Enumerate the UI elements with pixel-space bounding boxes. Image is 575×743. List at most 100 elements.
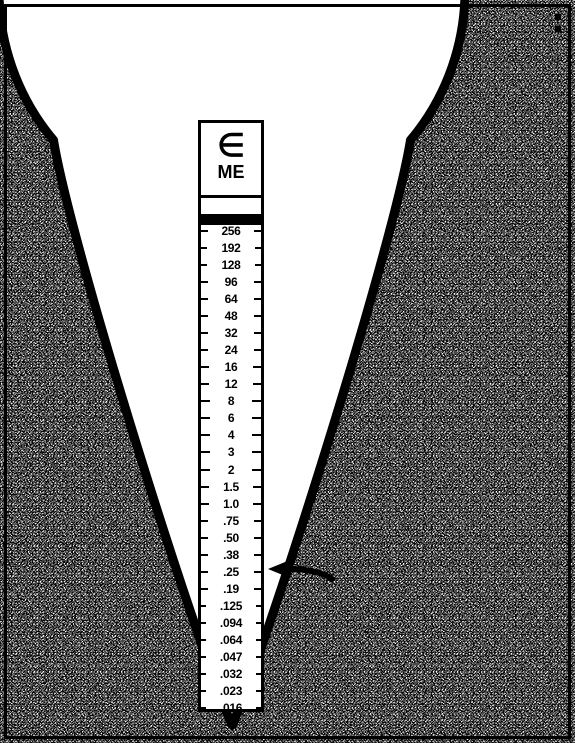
scale-dash-right (254, 349, 261, 351)
scale-dash-right (256, 707, 261, 709)
scale-dash-left (201, 656, 206, 658)
header-band (201, 195, 261, 217)
scale-dash-left (201, 230, 208, 232)
scale-dash-left (201, 349, 208, 351)
scale-dash-left (201, 537, 208, 539)
scale-dash-left (201, 690, 206, 692)
scale-row: .032 (201, 666, 261, 682)
scale-value: .75 (223, 514, 239, 528)
scale-dash-right (255, 247, 261, 249)
scale-row: 8 (201, 393, 261, 409)
scale-value: .094 (220, 616, 242, 630)
scale-dash-right (252, 469, 261, 471)
scale-dash-right (254, 588, 261, 590)
scale-value: 8 (228, 394, 234, 408)
scale-row: 32 (201, 325, 261, 341)
scale-value: .032 (220, 667, 242, 681)
scale-row: 4 (201, 427, 261, 443)
scale-row: 16 (201, 359, 261, 375)
scale-row: 64 (201, 291, 261, 307)
scale-value: .125 (220, 599, 242, 613)
scale-dash-right (256, 622, 261, 624)
scale-value: .047 (220, 650, 242, 664)
scale-dash-right (253, 383, 261, 385)
scale-value: 12 (225, 377, 238, 391)
inhibition-zone-bulb (0, 0, 575, 743)
scale-dash-left (201, 332, 208, 334)
scale-row: 96 (201, 274, 261, 290)
scale-value: 1.5 (223, 480, 239, 494)
scale-value: 64 (225, 292, 238, 306)
scan-corner-marks (551, 14, 565, 36)
scale-dash-right (256, 605, 261, 607)
scale-row: 1.0 (201, 496, 261, 512)
scale-dash-left (201, 434, 210, 436)
scale-value: 24 (225, 343, 238, 357)
scale-value: 192 (221, 241, 240, 255)
scale-dash-right (254, 571, 261, 573)
scale-dash-right (252, 434, 261, 436)
scale-row: 2 (201, 462, 261, 478)
scale-row: .75 (201, 513, 261, 529)
scale-dash-right (254, 554, 261, 556)
scale-value: .016 (220, 701, 242, 715)
scale-dash-left (201, 673, 206, 675)
scale-dash-left (201, 639, 206, 641)
scale-row: 1.5 (201, 479, 261, 495)
scale-value: .19 (223, 582, 239, 596)
scale-row: 256 (201, 223, 261, 239)
scale-value: .25 (223, 565, 239, 579)
scale-dash-left (201, 315, 208, 317)
scale-dash-right (253, 503, 261, 505)
scale-value: 1.0 (223, 497, 239, 511)
scale-dash-left (201, 451, 210, 453)
etest-scale-box: ∈ ME 25619212896644832241612864321.51.0.… (198, 120, 264, 712)
scale-row: .19 (201, 581, 261, 597)
scale-row: .50 (201, 530, 261, 546)
scale-dash-left (201, 622, 206, 624)
scale-row: .047 (201, 649, 261, 665)
scale-row: .016 (201, 700, 261, 716)
scale-dash-right (254, 315, 261, 317)
scale-dash-right (254, 281, 261, 283)
scale-dash-left (201, 605, 206, 607)
scale-dash-left (201, 469, 210, 471)
scale-row: .094 (201, 615, 261, 631)
scale-row: .064 (201, 632, 261, 648)
scale-dash-right (252, 417, 261, 419)
scale-value: 256 (221, 224, 240, 238)
scale-dash-left (201, 247, 207, 249)
scale-row: 24 (201, 342, 261, 358)
scale-dash-right (253, 486, 261, 488)
scale-dash-left (201, 486, 209, 488)
scale-value: .38 (223, 548, 239, 562)
scale-dash-left (201, 571, 208, 573)
scale-dash-left (201, 298, 208, 300)
scale-body: 25619212896644832241612864321.51.0.75.50… (201, 231, 261, 708)
scale-row: 12 (201, 376, 261, 392)
scale-dash-left (201, 554, 208, 556)
scale-row: 6 (201, 410, 261, 426)
scale-value: 128 (221, 258, 240, 272)
scale-dash-right (252, 400, 261, 402)
scale-label-me: ME (201, 161, 261, 185)
scale-dash-right (256, 639, 261, 641)
scale-value: 3 (228, 445, 234, 459)
scale-row: .023 (201, 683, 261, 699)
scale-dash-right (256, 673, 261, 675)
scale-dash-left (201, 281, 208, 283)
epsilon-symbol: ∈ (201, 123, 261, 161)
scale-dash-left (201, 417, 210, 419)
scale-dash-right (253, 366, 261, 368)
scale-dash-right (256, 690, 261, 692)
scale-dash-right (254, 332, 261, 334)
scale-dash-right (256, 656, 261, 658)
scale-dash-left (201, 503, 209, 505)
scale-dash-right (254, 537, 261, 539)
scale-dash-right (252, 451, 261, 453)
scale-row: .125 (201, 598, 261, 614)
scale-value: 4 (228, 428, 234, 442)
scale-value: 96 (225, 275, 238, 289)
scale-dash-left (201, 520, 208, 522)
scale-dash-left (201, 264, 207, 266)
